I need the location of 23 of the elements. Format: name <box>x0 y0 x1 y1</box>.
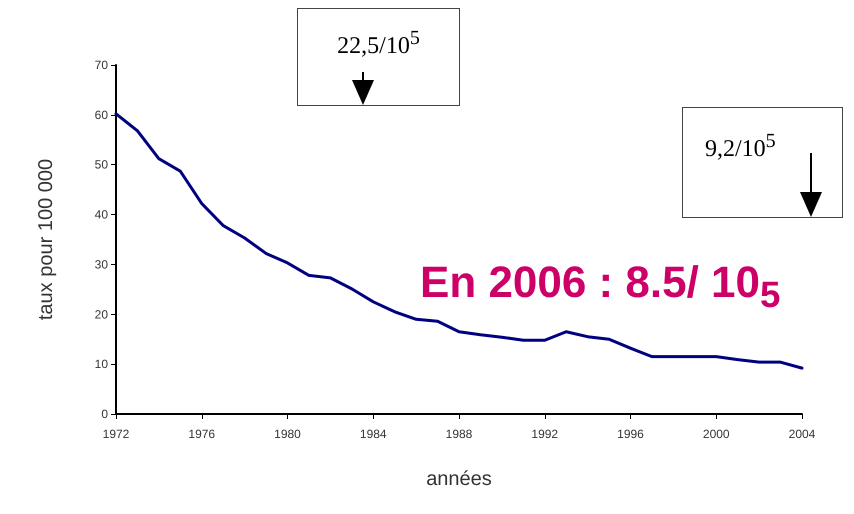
x-tick-label: 1992 <box>531 427 558 441</box>
x-tick-label: 1988 <box>446 427 473 441</box>
x-tick-label: 1980 <box>274 427 302 441</box>
y-tick-label: 60 <box>94 108 108 122</box>
y-tick-label: 30 <box>94 257 108 272</box>
text: 22,5/10$^{5}$ <box>336 27 421 60</box>
y-tick-label: 70 <box>94 58 108 72</box>
x-tick-label: 1976 <box>188 427 216 441</box>
y-tick-label: 0 <box>101 407 108 421</box>
y-tick-label: 50 <box>94 158 108 172</box>
y-tick-label: 40 <box>94 208 108 222</box>
x-tick-label: 2004 <box>788 427 816 441</box>
y-tick-label: 20 <box>94 307 108 322</box>
y-axis-title: taux pour 100 000 <box>35 158 57 320</box>
line-series <box>114 112 804 370</box>
annotation: En 2006 : 8.5/ 10$_{5}$ <box>420 258 780 316</box>
x-tick-label: 1996 <box>617 427 644 441</box>
x-axis-title: années <box>426 468 492 490</box>
x-tick-label: 1972 <box>102 427 130 441</box>
x-tick-label: 2000 <box>702 427 730 441</box>
x-tick-label: 1984 <box>360 427 387 441</box>
y-tick-label: 10 <box>94 357 108 372</box>
annotation: 9,2/10$^{5}$ <box>704 130 777 163</box>
